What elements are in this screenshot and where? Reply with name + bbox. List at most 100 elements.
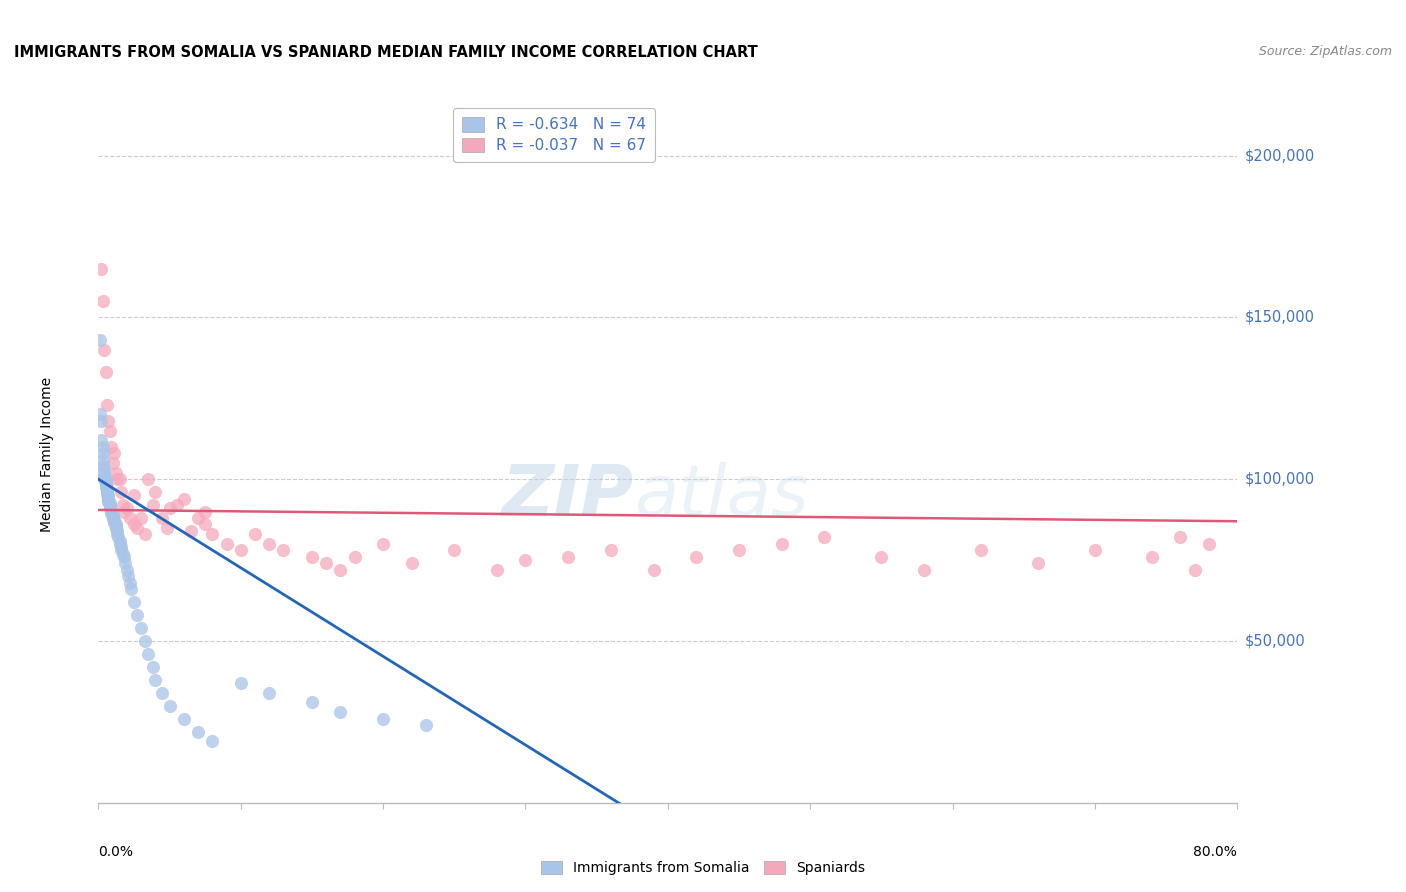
Point [97, 491, 120, 506]
Point [91, 452, 114, 467]
Point [101, 511, 124, 525]
Point [173, 491, 195, 506]
Point [770, 537, 793, 551]
Point [94, 480, 117, 494]
Point [115, 563, 138, 577]
Point [259, 686, 281, 700]
Point [813, 531, 835, 545]
Point [100, 503, 122, 517]
Point [89, 408, 111, 422]
Point [103, 514, 125, 528]
Point [97, 490, 120, 504]
Point [1198, 537, 1220, 551]
Point [187, 724, 209, 739]
Point [100, 504, 122, 518]
Point [97, 488, 120, 502]
Point [93, 472, 115, 486]
Point [145, 673, 167, 687]
Point [108, 533, 131, 548]
Point [125, 608, 148, 623]
Point [91, 294, 114, 309]
Point [89, 333, 111, 347]
Point [97, 495, 120, 509]
Point [401, 557, 423, 571]
Point [103, 513, 125, 527]
Point [94, 475, 117, 490]
Point [329, 563, 352, 577]
Point [104, 466, 127, 480]
Point [187, 511, 209, 525]
Point [415, 718, 437, 732]
Point [90, 261, 112, 276]
Point [100, 506, 122, 520]
Point [98, 501, 121, 516]
Point [152, 511, 174, 525]
Point [101, 456, 124, 470]
Point [115, 501, 138, 516]
Point [105, 524, 128, 538]
Text: Median Family Income: Median Family Income [41, 377, 55, 533]
Point [156, 521, 179, 535]
Point [600, 543, 623, 558]
Point [136, 472, 159, 486]
Text: $50,000: $50,000 [1244, 633, 1305, 648]
Point [97, 414, 120, 428]
Point [557, 549, 579, 564]
Point [152, 686, 174, 700]
Point [110, 540, 132, 554]
Point [118, 575, 141, 590]
Text: 0.0%: 0.0% [98, 845, 134, 858]
Point [118, 511, 141, 525]
Point [243, 527, 266, 541]
Point [110, 485, 132, 500]
Point [159, 698, 181, 713]
Point [101, 508, 124, 522]
Point [110, 543, 132, 558]
Point [129, 621, 152, 635]
Point [108, 472, 131, 486]
Point [229, 543, 252, 558]
Point [94, 478, 117, 492]
Point [301, 696, 323, 710]
Text: $200,000: $200,000 [1244, 148, 1315, 163]
Point [136, 647, 159, 661]
Point [91, 446, 114, 460]
Point [373, 537, 395, 551]
Text: IMMIGRANTS FROM SOMALIA VS SPANIARD MEDIAN FAMILY INCOME CORRELATION CHART: IMMIGRANTS FROM SOMALIA VS SPANIARD MEDI… [14, 45, 758, 60]
Point [104, 517, 127, 532]
Point [134, 527, 156, 541]
Point [98, 496, 121, 510]
Point [111, 547, 134, 561]
Point [101, 509, 124, 524]
Point [93, 343, 115, 357]
Point [122, 517, 145, 532]
Point [114, 557, 136, 571]
Point [912, 563, 935, 577]
Point [101, 511, 124, 525]
Point [96, 482, 118, 496]
Point [201, 527, 224, 541]
Point [134, 634, 156, 648]
Legend: Immigrants from Somalia, Spaniards: Immigrants from Somalia, Spaniards [536, 855, 870, 880]
Point [98, 500, 121, 514]
Text: $150,000: $150,000 [1244, 310, 1315, 325]
Point [122, 595, 145, 609]
Point [180, 524, 202, 538]
Point [1084, 543, 1107, 558]
Point [105, 527, 128, 541]
Point [194, 517, 217, 532]
Point [141, 660, 163, 674]
Point [91, 459, 114, 474]
Point [104, 519, 127, 533]
Text: 80.0%: 80.0% [1194, 845, 1237, 858]
Point [94, 477, 117, 491]
Point [111, 498, 134, 512]
Point [112, 549, 135, 564]
Point [117, 569, 139, 583]
Point [643, 563, 665, 577]
Point [173, 712, 195, 726]
Point [122, 488, 145, 502]
Point [685, 549, 707, 564]
Point [329, 705, 352, 719]
Point [94, 365, 117, 379]
